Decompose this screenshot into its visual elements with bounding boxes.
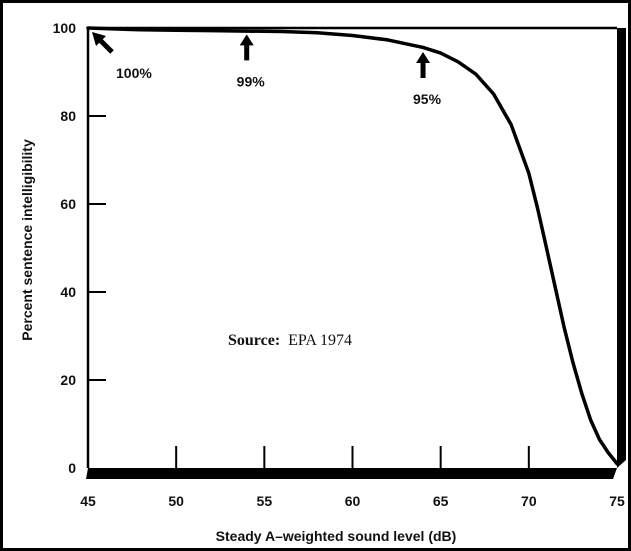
source-text: EPA 1974 <box>288 332 352 349</box>
y-tick-label: 80 <box>60 108 76 124</box>
annotation-label: 99% <box>237 73 266 89</box>
axis-ticks: 45 50 55 60 65 70 75 0 20 40 60 80 100 <box>53 20 625 509</box>
annotations: 100% 99% 95% <box>92 32 442 107</box>
intelligibility-curve <box>86 26 619 466</box>
y-tick-label: 20 <box>60 372 76 388</box>
y-tick-label: 60 <box>60 196 76 212</box>
x-axis-title: Steady A–weighted sound level (dB) <box>216 528 457 544</box>
x-tick-label: 55 <box>257 493 273 509</box>
x-tick-label: 65 <box>433 493 449 509</box>
x-tick-label: 60 <box>345 493 361 509</box>
annotation-arrow-head <box>239 34 254 46</box>
annotation-label: 100% <box>116 65 152 81</box>
y-tick-label: 40 <box>60 284 76 300</box>
frame-bottom-band <box>86 468 617 479</box>
y-tick-label: 0 <box>68 460 76 476</box>
annotation-label: 95% <box>413 91 442 107</box>
y-tick-label: 100 <box>53 20 77 36</box>
x-tick-label: 50 <box>168 493 184 509</box>
plot-frame <box>86 26 626 479</box>
frame-right-band <box>617 28 626 468</box>
source-note: Source: EPA 1974 <box>228 332 352 349</box>
y-axis-title: Percent sentence intelligibility <box>19 139 35 341</box>
source-label: Source: <box>228 332 280 349</box>
x-tick-label: 70 <box>521 493 537 509</box>
annotation-arrow-head <box>92 32 106 46</box>
annotation-arrow-head <box>416 52 431 63</box>
x-tick-label: 45 <box>80 493 96 509</box>
x-tick-label: 75 <box>609 493 625 509</box>
